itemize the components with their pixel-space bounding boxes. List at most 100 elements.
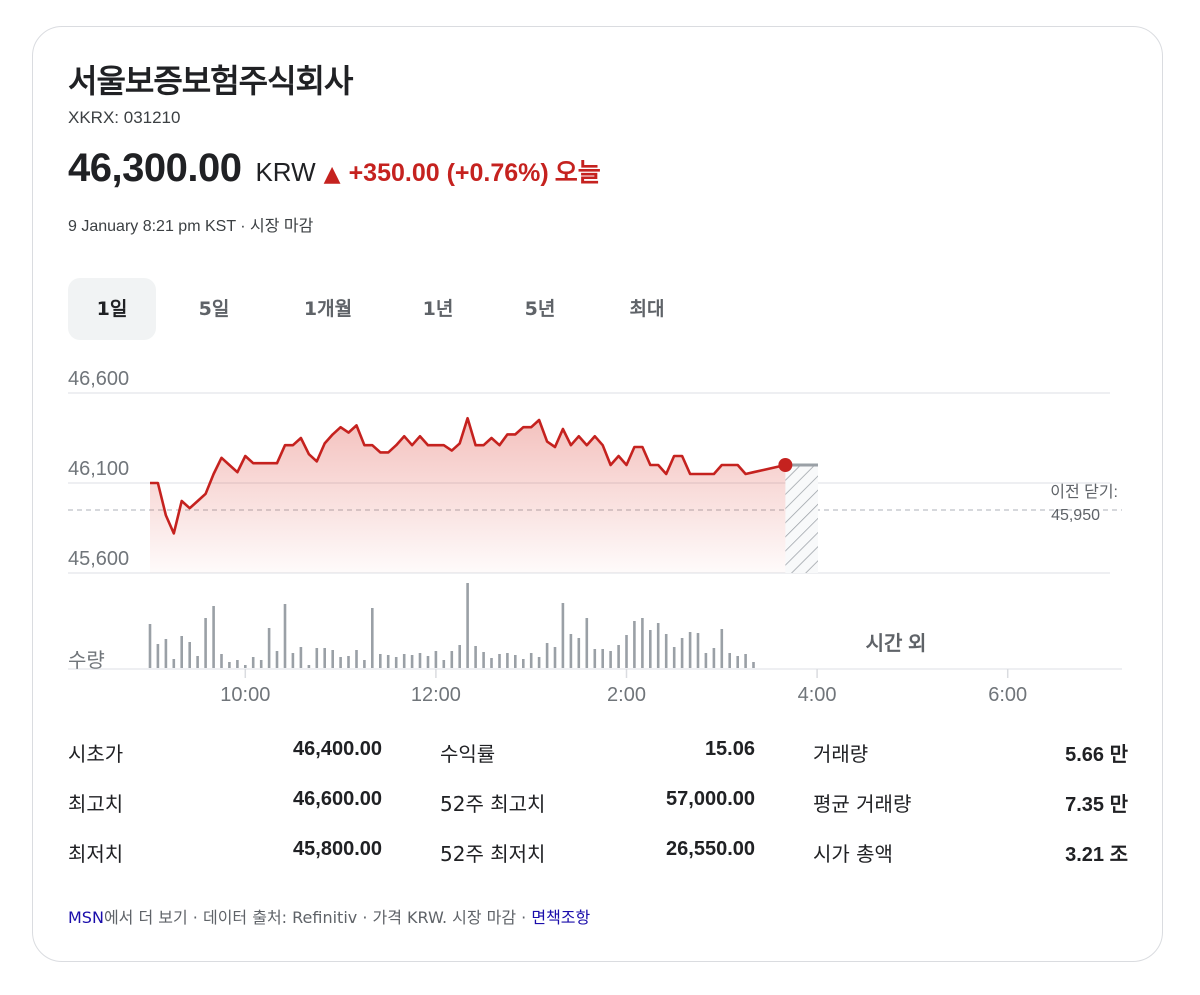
volume-bar xyxy=(688,632,692,668)
volume-bar xyxy=(244,665,247,668)
volume-bar xyxy=(347,656,350,668)
volume-bar xyxy=(458,645,461,668)
previous-close-value: 45,950 xyxy=(1051,507,1100,524)
footer-source: · 데이터 출처: Refinitiv · 가격 KRW. 시장 마감 · xyxy=(187,908,532,927)
volume-bar xyxy=(355,650,358,668)
price-line xyxy=(150,416,786,535)
footer: MSN에서 더 보기 · 데이터 출처: Refinitiv · 가격 KRW.… xyxy=(68,904,590,928)
company-name: 서울보증보험주식회사 xyxy=(68,62,353,100)
volume-bar xyxy=(553,647,557,668)
stat-label-high: 최고치 xyxy=(68,792,124,816)
volume-bar xyxy=(537,657,541,668)
volume-bar xyxy=(204,618,207,668)
volume-bar xyxy=(712,648,716,668)
volume-bar xyxy=(696,633,700,668)
stat-value-yield: 15.06 xyxy=(704,738,755,760)
previous-close-label: 이전 닫기: xyxy=(1050,483,1118,501)
volume-bar xyxy=(450,651,454,668)
volume-bar xyxy=(498,654,501,668)
y-tick-label: 46,600 xyxy=(68,368,129,390)
price-chart[interactable]: 46,600 46,100 45,600 이전 닫기: 45,950 수량 시간 외 10:0… xyxy=(0,360,1200,710)
tab-5y[interactable]: 5년 xyxy=(524,298,556,320)
disclaimer-link[interactable]: 면책조항 xyxy=(531,908,591,927)
volume-bar xyxy=(180,636,183,668)
volume-bar xyxy=(529,653,533,668)
volume-bar xyxy=(561,603,565,668)
volume-bar xyxy=(545,643,549,668)
price-row: 46,300.00 KRW ▲ +350.00 (+0.76%) 오늘 xyxy=(68,146,601,191)
volume-bar xyxy=(633,621,636,668)
volume-bar xyxy=(577,638,581,668)
volume-bar xyxy=(744,654,747,668)
volume-bar xyxy=(307,665,311,668)
stat-value-low: 45,800.00 xyxy=(293,838,382,860)
tab-1d[interactable]: 1일 xyxy=(68,278,156,340)
volume-bar xyxy=(386,655,390,668)
volume-bar xyxy=(196,656,199,668)
x-tick-label: 4:00 xyxy=(798,684,837,706)
volume-bar xyxy=(267,628,271,668)
x-tick-label: 10:00 xyxy=(220,684,270,706)
stat-value-52w-high: 57,000.00 xyxy=(666,788,755,810)
volume-bar xyxy=(402,654,406,668)
footer-more: 에서 더 보기 xyxy=(103,908,188,927)
tab-1m[interactable]: 1개월 xyxy=(303,298,353,320)
stat-value-open: 46,400.00 xyxy=(293,738,382,760)
last-price-dot xyxy=(778,458,793,472)
tab-5d[interactable]: 5일 xyxy=(198,298,230,320)
tab-max[interactable]: 최대 xyxy=(629,298,665,320)
volume-bar xyxy=(482,652,485,668)
volume-bar xyxy=(315,648,319,668)
market-timestamp: 9 January 8:21 pm KST · 시장 마감 xyxy=(68,218,314,235)
volume-bar xyxy=(728,653,731,668)
up-arrow-icon: ▲ xyxy=(323,162,341,187)
volume-bar xyxy=(585,618,589,668)
volume-bar xyxy=(363,660,366,668)
volume-bar xyxy=(212,606,215,668)
volume-bar xyxy=(609,651,612,668)
stats-table: 시초가 46,400.00 최고치 46,600.00 최저치 45,800.0… xyxy=(68,730,1130,880)
volume-bar xyxy=(466,583,469,668)
after-hours-hatch xyxy=(785,465,818,573)
msn-link[interactable]: MSN xyxy=(68,908,104,927)
volume-bar xyxy=(220,654,223,668)
volume-bar xyxy=(672,647,676,668)
tab-1y[interactable]: 1년 xyxy=(422,298,454,320)
volume-bar xyxy=(275,651,279,668)
stat-label-yield: 수익률 xyxy=(440,742,496,766)
volume-bar xyxy=(331,650,334,668)
stat-label-avg-volume: 평균 거래량 xyxy=(813,792,912,816)
stat-value-volume: 5.66 만 xyxy=(1065,744,1128,766)
stat-label-52w-low: 52주 최저치 xyxy=(440,842,546,866)
stat-label-low: 최저치 xyxy=(68,842,124,866)
ticker-symbol: XKRX: 031210 xyxy=(68,108,181,127)
volume-label: 수량 xyxy=(68,649,105,672)
y-tick-label: 45,600 xyxy=(68,548,129,570)
volume-bar xyxy=(649,630,652,668)
volume-bar xyxy=(506,653,509,668)
price-area xyxy=(150,418,786,573)
volume-bar xyxy=(426,656,430,668)
stat-value-high: 46,600.00 xyxy=(293,788,382,810)
stat-value-market-cap: 3.21 조 xyxy=(1065,844,1128,866)
after-hours-label: 시간 외 xyxy=(866,632,927,655)
x-tick-label: 12:00 xyxy=(411,684,461,706)
price-change: +350.00 (+0.76%) xyxy=(348,159,549,187)
x-tick-label: 2:00 xyxy=(607,684,646,706)
stat-value-52w-low: 26,550.00 xyxy=(666,838,755,860)
x-tick-label: 6:00 xyxy=(988,684,1027,706)
volume-bar xyxy=(156,644,160,668)
volume-bar xyxy=(410,655,414,668)
volume-bar xyxy=(601,649,604,668)
volume-bar xyxy=(236,660,239,668)
volume-bar xyxy=(291,653,295,668)
volume-bar xyxy=(656,623,660,668)
volume-bar xyxy=(442,660,446,668)
volume-bar xyxy=(593,649,597,668)
volume-bar xyxy=(418,653,422,668)
volume-bar xyxy=(720,629,724,668)
stat-label-volume: 거래량 xyxy=(813,742,869,766)
volume-bar xyxy=(736,656,739,668)
stat-label-52w-high: 52주 최고치 xyxy=(440,792,546,816)
change-period: 오늘 xyxy=(554,158,601,187)
